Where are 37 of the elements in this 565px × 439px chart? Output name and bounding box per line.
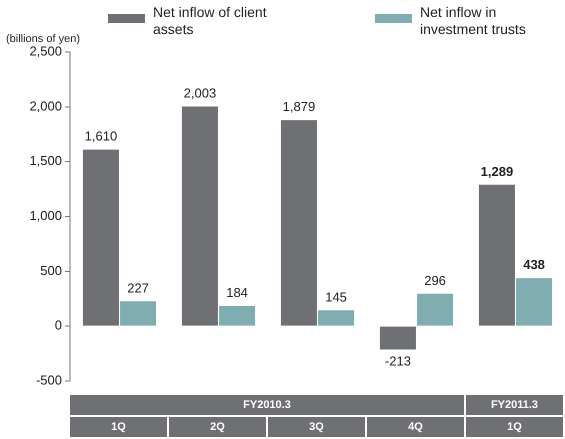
bar: [478, 184, 515, 326]
data-label: 1,289: [480, 164, 514, 179]
x-tick-label: 1Q: [70, 417, 169, 439]
y-axis-title: (billions of yen): [6, 33, 80, 45]
y-tick-label: 2,000: [29, 98, 62, 114]
y-tick-label: 1,000: [29, 208, 62, 224]
data-label: 184: [226, 285, 248, 300]
bar: [417, 294, 454, 326]
bar: [380, 326, 416, 350]
y-tick-label: 1,500: [29, 153, 62, 168]
data-label: -213: [384, 354, 411, 369]
bar: [82, 150, 119, 326]
y-tick-label: 0: [54, 318, 62, 333]
legend-label: Net inflow of client assets: [153, 4, 268, 38]
legend-label: Net inflow in investment trusts: [420, 4, 527, 38]
x-tick-label: 1Q: [466, 417, 565, 439]
bar: [120, 301, 156, 326]
x-tick-label: 4Q: [367, 417, 466, 439]
data-label: 1,879: [282, 99, 316, 114]
text: FY2010.3: [70, 395, 466, 417]
y-tick-label: -500: [36, 372, 62, 388]
data-label: 2,003: [184, 86, 216, 101]
y-tick-label: 2,500: [29, 44, 62, 59]
data-label: 145: [325, 289, 347, 304]
bar: [516, 278, 552, 326]
data-label: 1,610: [84, 128, 118, 144]
x-tick-label: 3Q: [268, 417, 367, 439]
y-tick-label: 500: [40, 262, 62, 278]
bar: [318, 310, 354, 326]
bar: [219, 306, 256, 326]
bar: [280, 120, 317, 326]
data-label: 296: [424, 272, 446, 288]
data-label: 227: [127, 280, 149, 296]
data-label: 438: [523, 257, 545, 272]
x-tick-label: 2Q: [169, 417, 268, 439]
text: FY2011.3: [466, 395, 565, 417]
bar: [182, 106, 218, 326]
